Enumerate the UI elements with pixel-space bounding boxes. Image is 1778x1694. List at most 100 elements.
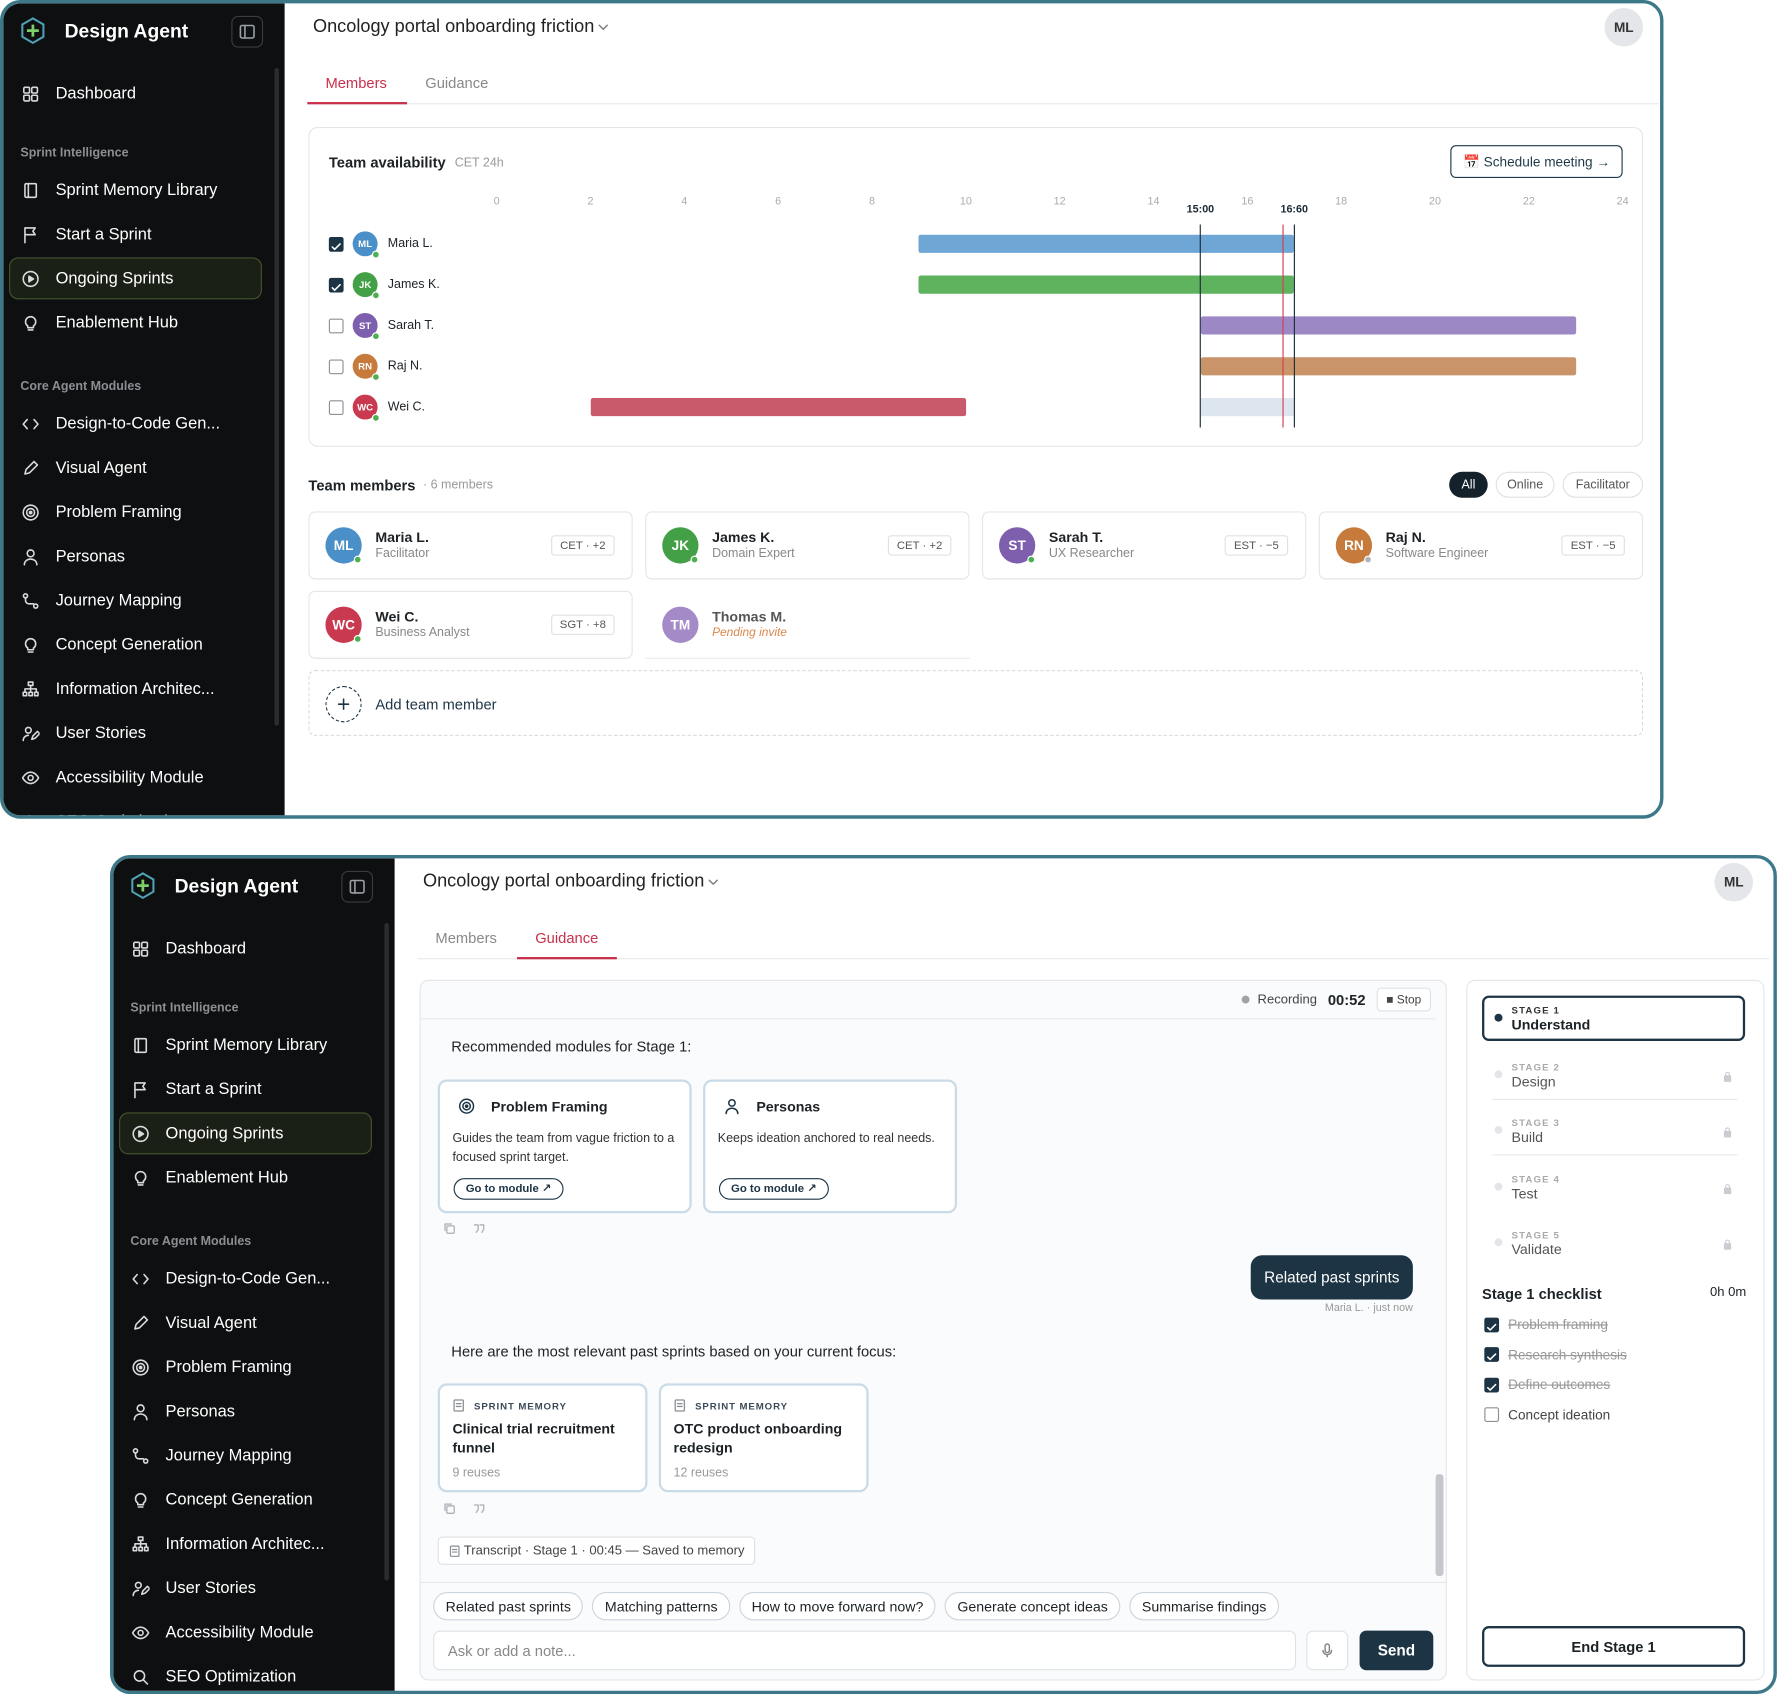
nav-item[interactable]: Sprint Memory Library — [55, 181, 218, 200]
nav-item[interactable]: Start a Sprint — [55, 225, 152, 244]
sprint-meta: 9 reuses — [452, 1466, 501, 1480]
module-link[interactable]: Go to module ↗ — [453, 1178, 564, 1200]
icon-part — [1723, 1071, 1732, 1082]
tab[interactable]: Members — [435, 929, 497, 947]
user-avatar[interactable]: ML — [1604, 7, 1644, 47]
icon-part — [22, 691, 28, 697]
nav-item[interactable]: Visual Agent — [55, 459, 147, 478]
x-tick-label: 0 — [493, 195, 500, 209]
nav-item[interactable]: Personas — [165, 1402, 236, 1421]
icon-part — [24, 726, 32, 734]
nav-item[interactable]: Start a Sprint — [165, 1080, 262, 1099]
stage-active[interactable] — [1482, 995, 1746, 1041]
filter-pill[interactable]: All — [1449, 471, 1488, 498]
icon-part — [27, 815, 32, 816]
member-name: Thomas M. — [712, 608, 787, 625]
icon-part — [24, 460, 39, 475]
icon-part — [138, 1130, 145, 1138]
icon-part — [134, 1492, 147, 1506]
filter-pill[interactable]: Online — [1495, 471, 1555, 498]
nav-item[interactable]: User Stories — [165, 1579, 257, 1598]
end-stage-button[interactable]: End Stage 1 — [1482, 1626, 1746, 1667]
nav-item[interactable]: Concept Generation — [165, 1491, 313, 1510]
nav-item[interactable]: Journey Mapping — [55, 591, 182, 611]
checkbox[interactable] — [328, 358, 344, 374]
icon-part — [462, 1101, 472, 1111]
nav-item[interactable]: Information Architec... — [165, 1535, 325, 1554]
member-card — [645, 511, 970, 580]
sprint-card[interactable] — [437, 1383, 648, 1493]
icon-part — [21, 17, 45, 45]
schedule-button[interactable]: 📅 Schedule meeting → — [1450, 145, 1623, 179]
filter-pill[interactable]: Facilitator — [1562, 471, 1644, 498]
stage-name[interactable]: Build — [1511, 1129, 1544, 1146]
sprint-card[interactable] — [658, 1383, 869, 1493]
icon-part — [1723, 1127, 1732, 1138]
nav-item[interactable]: Ongoing Sprints — [55, 269, 174, 289]
nav-item[interactable]: SEO Optimization — [56, 813, 187, 815]
stop-button[interactable]: ■ Stop — [1376, 987, 1432, 1012]
section-title: Core Agent Modules — [130, 1234, 252, 1249]
timezone-chip: EST · −5 — [1224, 535, 1289, 556]
x-tick-label: 24 — [1616, 195, 1629, 209]
member-count: · 6 members — [422, 478, 493, 493]
mic-button[interactable] — [1306, 1630, 1349, 1671]
nav-item[interactable]: Ongoing Sprints — [165, 1124, 284, 1144]
availability-bar — [1200, 357, 1576, 376]
stage-name[interactable]: Design — [1511, 1073, 1556, 1090]
stage-name[interactable]: Understand — [1511, 1017, 1591, 1034]
nav-item[interactable]: SEO Optimization — [165, 1668, 297, 1687]
stage-name[interactable]: Validate — [1511, 1241, 1562, 1258]
nav-item[interactable]: Journey Mapping — [165, 1446, 292, 1466]
nav-item[interactable]: Personas — [55, 547, 126, 566]
nav-item[interactable]: Design-to-Code Gen... — [165, 1270, 331, 1289]
availability-bar — [918, 234, 1295, 253]
suggestion-chip[interactable]: Related past sprints — [433, 1592, 584, 1621]
project-title[interactable]: Oncology portal onboarding friction — [422, 871, 705, 892]
module-title: Personas — [756, 1098, 821, 1115]
user-avatar[interactable]: ML — [1714, 862, 1754, 902]
nav-item[interactable]: Accessibility Module — [55, 768, 204, 787]
nav-item[interactable]: Problem Framing — [55, 503, 182, 522]
tab[interactable]: Guidance — [425, 74, 489, 92]
collapse-button[interactable] — [341, 870, 374, 903]
project-title[interactable]: Oncology portal onboarding friction — [312, 17, 595, 37]
add-member-label[interactable]: Add team member — [375, 695, 497, 713]
stage-dot — [1494, 1238, 1503, 1247]
suggestion-chip[interactable]: Summarise findings — [1129, 1592, 1279, 1621]
section-title: Core Agent Modules — [20, 379, 142, 394]
nav-item[interactable]: Visual Agent — [165, 1314, 257, 1333]
tab[interactable]: Members — [325, 74, 387, 92]
icon-part — [28, 510, 33, 515]
tab[interactable]: Guidance — [535, 929, 599, 947]
nav-item[interactable]: Concept Generation — [55, 636, 203, 655]
suggestion-chip[interactable]: Matching patterns — [592, 1592, 731, 1621]
nav-item[interactable]: Dashboard — [165, 940, 246, 959]
icon-part — [138, 1365, 143, 1370]
nav-item[interactable]: Enablement Hub — [55, 314, 179, 333]
checkbox[interactable] — [328, 318, 344, 333]
send-button[interactable]: Send — [1359, 1630, 1434, 1671]
nav-item[interactable]: Design-to-Code Gen... — [55, 415, 221, 434]
add-member[interactable] — [308, 670, 1644, 736]
checkbox[interactable] — [1484, 1407, 1500, 1422]
module-link[interactable]: Go to module ↗ — [718, 1178, 829, 1200]
nav-item[interactable]: User Stories — [55, 724, 147, 743]
suggestion-chip[interactable]: How to move forward now? — [739, 1592, 936, 1621]
nav-item[interactable]: Enablement Hub — [165, 1169, 289, 1188]
x-tick-label: 14 — [1147, 195, 1160, 209]
nav-item[interactable]: Accessibility Module — [165, 1623, 314, 1642]
collapse-button[interactable] — [231, 15, 264, 48]
nav-item[interactable]: Dashboard — [55, 85, 137, 104]
nav-item[interactable]: Information Architec... — [55, 680, 215, 699]
nav-item[interactable]: Sprint Memory Library — [165, 1036, 328, 1055]
icon-part — [24, 597, 35, 605]
nav-item[interactable]: Problem Framing — [165, 1358, 292, 1377]
icon-part — [22, 504, 39, 521]
chat-input[interactable] — [433, 1630, 1297, 1671]
checkbox[interactable] — [328, 399, 344, 415]
stage-name[interactable]: Test — [1511, 1186, 1538, 1202]
suggestion-chip[interactable]: Generate concept ideas — [944, 1592, 1121, 1621]
member-card — [1318, 511, 1644, 580]
icon — [22, 85, 40, 103]
